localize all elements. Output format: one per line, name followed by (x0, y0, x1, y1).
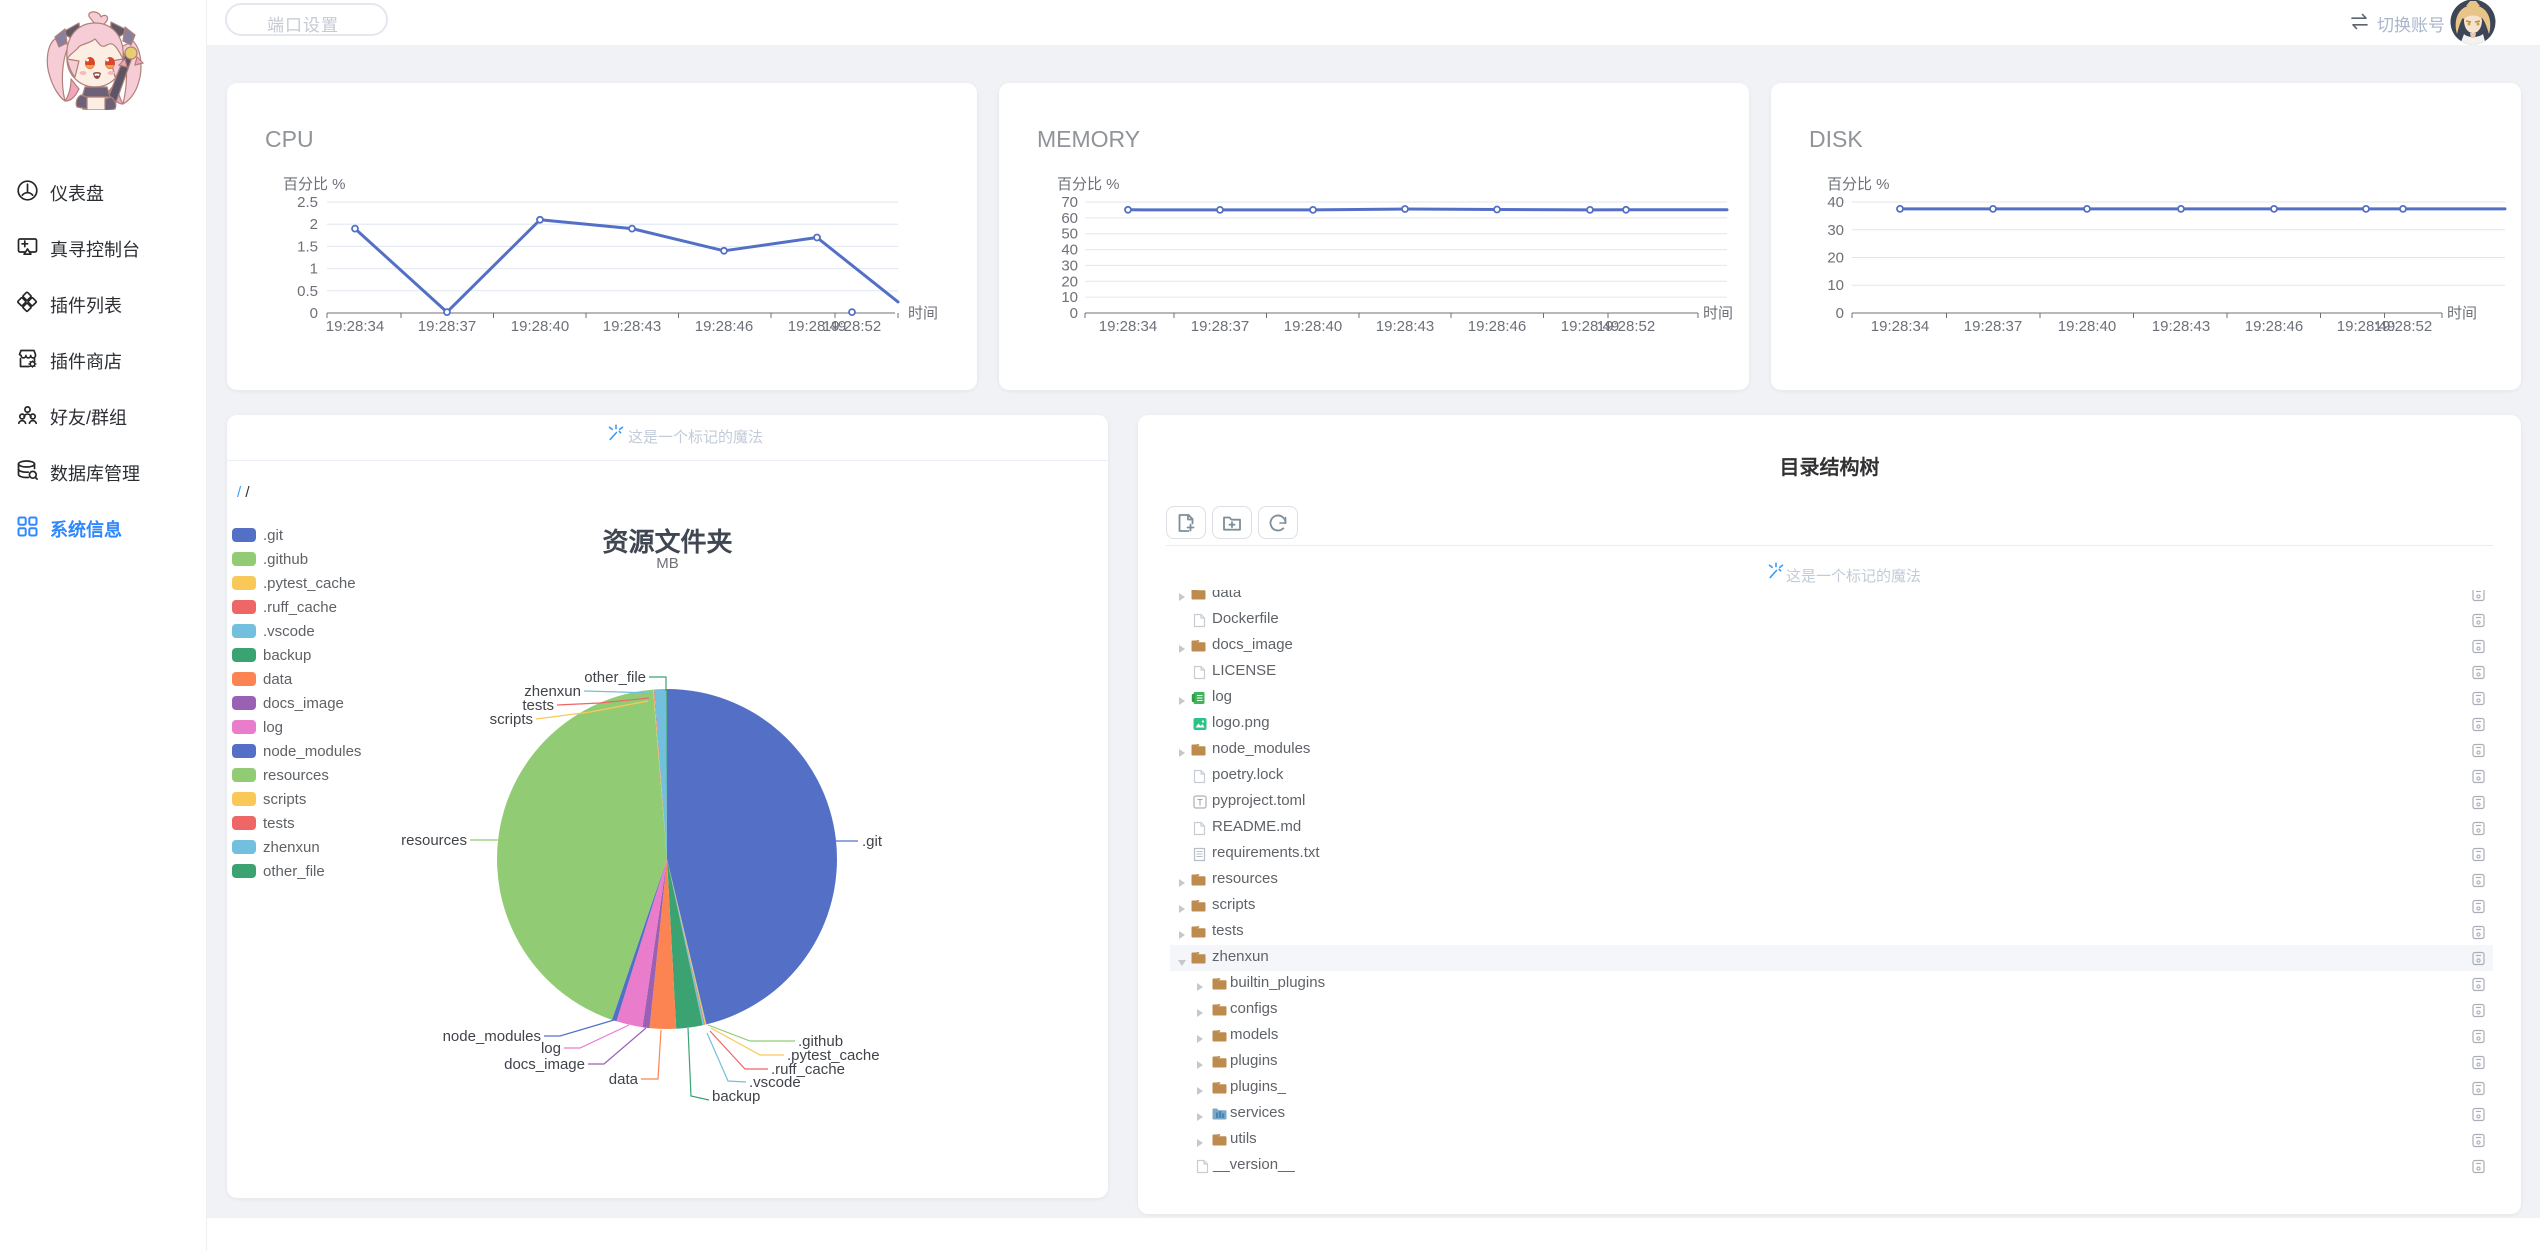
svg-text:0.5: 0.5 (297, 283, 318, 300)
svg-text:19:28:46: 19:28:46 (1468, 318, 1526, 335)
svg-text:19:28:37: 19:28:37 (1191, 318, 1249, 335)
svg-text:zhenxun: zhenxun (524, 683, 581, 700)
svg-text:20: 20 (1827, 250, 1844, 267)
svg-text:10: 10 (1827, 277, 1844, 294)
svg-text:0: 0 (1836, 305, 1844, 322)
svg-text:19:28:34: 19:28:34 (1871, 318, 1929, 335)
svg-text:19:28:37: 19:28:37 (418, 318, 476, 335)
svg-text:30: 30 (1827, 222, 1844, 239)
svg-text:other_file: other_file (584, 669, 646, 686)
svg-text:19:28:43: 19:28:43 (1376, 318, 1434, 335)
svg-text:19:28:37: 19:28:37 (1964, 318, 2022, 335)
svg-text:19:28:40: 19:28:40 (1284, 318, 1342, 335)
svg-text:40: 40 (1061, 242, 1078, 259)
svg-text:30: 30 (1061, 257, 1078, 274)
svg-text:19:28:49: 19:28:49 (788, 318, 846, 335)
svg-text:百分比 %: 百分比 % (1827, 176, 1890, 193)
svg-text:时间: 时间 (908, 305, 938, 322)
svg-text:19:28:43: 19:28:43 (603, 318, 661, 335)
svg-text:T: T (1197, 798, 1203, 808)
svg-text:19:28:46: 19:28:46 (2245, 318, 2303, 335)
svg-text:60: 60 (1061, 210, 1078, 227)
svg-text:10: 10 (1061, 289, 1078, 306)
svg-text:70: 70 (1061, 194, 1078, 211)
svg-text:data: data (609, 1071, 639, 1088)
svg-text:19:28:46: 19:28:46 (695, 318, 753, 335)
svg-text:.vscode: .vscode (749, 1074, 801, 1091)
svg-text:19:28:43: 19:28:43 (2152, 318, 2210, 335)
svg-text:19:28:49: 19:28:49 (1561, 318, 1619, 335)
svg-text:19:28:40: 19:28:40 (511, 318, 569, 335)
svg-text:19:28:52: 19:28:52 (1597, 318, 1655, 335)
svg-text:scripts: scripts (490, 711, 533, 728)
svg-text:1.5: 1.5 (297, 238, 318, 255)
svg-text:docs_image: docs_image (504, 1056, 585, 1073)
svg-text:tests: tests (522, 697, 554, 714)
svg-text:backup: backup (712, 1088, 760, 1105)
svg-text:19:28:52: 19:28:52 (2374, 318, 2432, 335)
svg-text:20: 20 (1061, 273, 1078, 290)
svg-text:0: 0 (1070, 305, 1078, 322)
svg-text:19:28:40: 19:28:40 (2058, 318, 2116, 335)
svg-text:.ruff_cache: .ruff_cache (771, 1061, 845, 1078)
svg-text:19:28:34: 19:28:34 (326, 318, 384, 335)
svg-text:40: 40 (1827, 194, 1844, 211)
svg-text:.git: .git (862, 833, 883, 850)
svg-text:resources: resources (401, 832, 467, 849)
svg-text:百分比 %: 百分比 % (283, 176, 346, 193)
svg-text:.pytest_cache: .pytest_cache (787, 1047, 880, 1064)
svg-text:时间: 时间 (1703, 305, 1733, 322)
svg-text:时间: 时间 (2447, 305, 2477, 322)
svg-text:.github: .github (798, 1033, 843, 1050)
svg-text:19:28:49: 19:28:49 (2337, 318, 2395, 335)
svg-text:2.5: 2.5 (297, 194, 318, 211)
svg-text:50: 50 (1061, 226, 1078, 243)
svg-text:百分比 %: 百分比 % (1057, 176, 1120, 193)
svg-text:node_modules: node_modules (443, 1028, 541, 1045)
svg-text:0: 0 (310, 305, 318, 322)
svg-text:19:28:52: 19:28:52 (823, 318, 881, 335)
svg-text:2: 2 (310, 216, 318, 233)
svg-text:19:28:34: 19:28:34 (1099, 318, 1157, 335)
svg-text:1: 1 (310, 261, 318, 278)
svg-text:log: log (541, 1040, 561, 1057)
